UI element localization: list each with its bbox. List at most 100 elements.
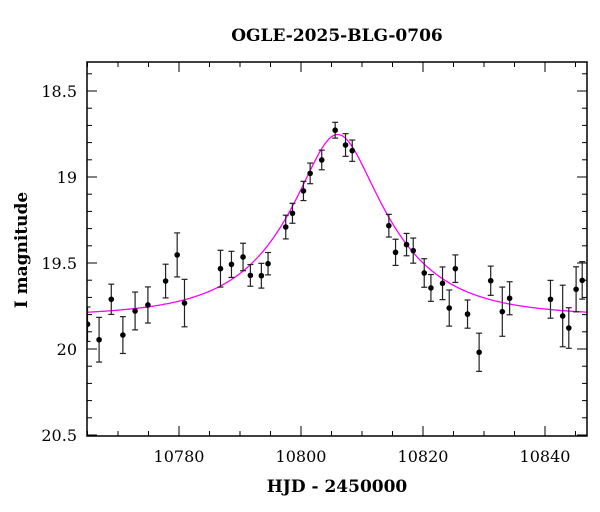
data-marker [506, 295, 513, 302]
data-point [573, 266, 580, 313]
data-point [499, 286, 506, 337]
data-marker [96, 336, 102, 343]
data-marker [349, 147, 356, 154]
data-point [132, 291, 139, 331]
data-marker [392, 249, 399, 256]
data-marker [132, 308, 138, 314]
data-point [579, 261, 586, 300]
y-tick-label: 20.5 [41, 426, 77, 445]
data-point [349, 139, 356, 162]
data-marker [181, 300, 188, 306]
data-marker [342, 142, 349, 148]
data-marker [386, 222, 392, 229]
axes: 10780 10800 10820 10840 18.5 19 19.5 20 20.5 [41, 62, 587, 466]
data-marker [289, 210, 296, 217]
data-marker [476, 349, 482, 356]
data-marker [162, 278, 169, 284]
data-point [392, 238, 399, 267]
data-point [144, 286, 151, 324]
data-marker [318, 157, 325, 163]
data-marker [547, 296, 554, 303]
x-tick-label: 10840 [520, 447, 571, 466]
data-marker [439, 280, 446, 287]
data-point [506, 281, 513, 316]
data-point [342, 133, 349, 157]
model-curve [87, 133, 587, 313]
data-marker [87, 321, 91, 328]
data-points-group [87, 121, 586, 372]
chart-title: OGLE-2025-BLG-0706 [231, 26, 443, 46]
data-point [318, 149, 325, 171]
data-marker [258, 272, 265, 279]
data-point [240, 242, 247, 272]
data-marker [410, 247, 417, 254]
y-axis-label: I magnitude [12, 192, 32, 309]
data-marker [282, 224, 289, 230]
data-point [307, 162, 314, 185]
y-tick-label: 19.5 [41, 254, 77, 273]
x-axis-label: HJD - 2450000 [267, 477, 408, 497]
data-point [265, 251, 272, 276]
data-marker [174, 252, 180, 258]
plot-frame [86, 61, 588, 437]
data-point [487, 265, 494, 296]
data-point [439, 266, 446, 301]
data-point [421, 258, 428, 288]
y-tick-label: 19 [57, 168, 77, 187]
data-point [476, 332, 483, 372]
data-point [403, 232, 410, 257]
data-marker [247, 272, 254, 279]
data-marker [403, 241, 410, 248]
data-marker [452, 265, 459, 272]
data-point [410, 237, 417, 264]
y-tick-label: 20 [57, 340, 77, 359]
data-point [162, 263, 169, 299]
data-point [446, 289, 453, 327]
data-marker [579, 277, 586, 284]
data-marker [428, 285, 434, 291]
data-marker [487, 277, 494, 284]
data-point [565, 307, 572, 349]
data-point [332, 121, 339, 139]
data-marker [464, 311, 471, 317]
data-point [427, 273, 434, 302]
data-marker [307, 170, 313, 177]
data-point [282, 214, 289, 240]
data-marker [228, 261, 235, 268]
data-point [452, 254, 459, 284]
data-marker [559, 313, 566, 319]
data-marker [108, 296, 115, 303]
x-tick-label: 10820 [398, 447, 449, 466]
x-tick-label: 10800 [276, 447, 327, 466]
data-point [258, 262, 265, 289]
data-marker [499, 308, 506, 315]
data-point [108, 283, 115, 316]
model-curve-group [87, 133, 587, 313]
y-tick-label: 18.5 [41, 82, 77, 101]
data-point [300, 180, 307, 202]
x-tick-label: 10780 [154, 447, 205, 466]
data-point [464, 299, 471, 329]
data-marker [332, 127, 338, 134]
data-point [289, 202, 296, 224]
data-point [559, 284, 566, 348]
data-point [181, 278, 188, 328]
data-marker [446, 305, 453, 311]
data-point [228, 250, 235, 279]
data-marker [120, 332, 126, 338]
data-marker [145, 302, 151, 308]
data-point [547, 279, 554, 319]
data-marker [573, 286, 579, 293]
data-point [385, 213, 392, 238]
data-marker [240, 254, 246, 260]
data-point [119, 316, 126, 355]
data-point [247, 263, 254, 287]
data-marker [421, 270, 428, 276]
data-point [217, 249, 224, 288]
data-point [96, 316, 103, 363]
data-marker [217, 265, 224, 272]
data-marker [300, 188, 307, 194]
data-point [174, 232, 181, 278]
data-marker [265, 260, 271, 267]
